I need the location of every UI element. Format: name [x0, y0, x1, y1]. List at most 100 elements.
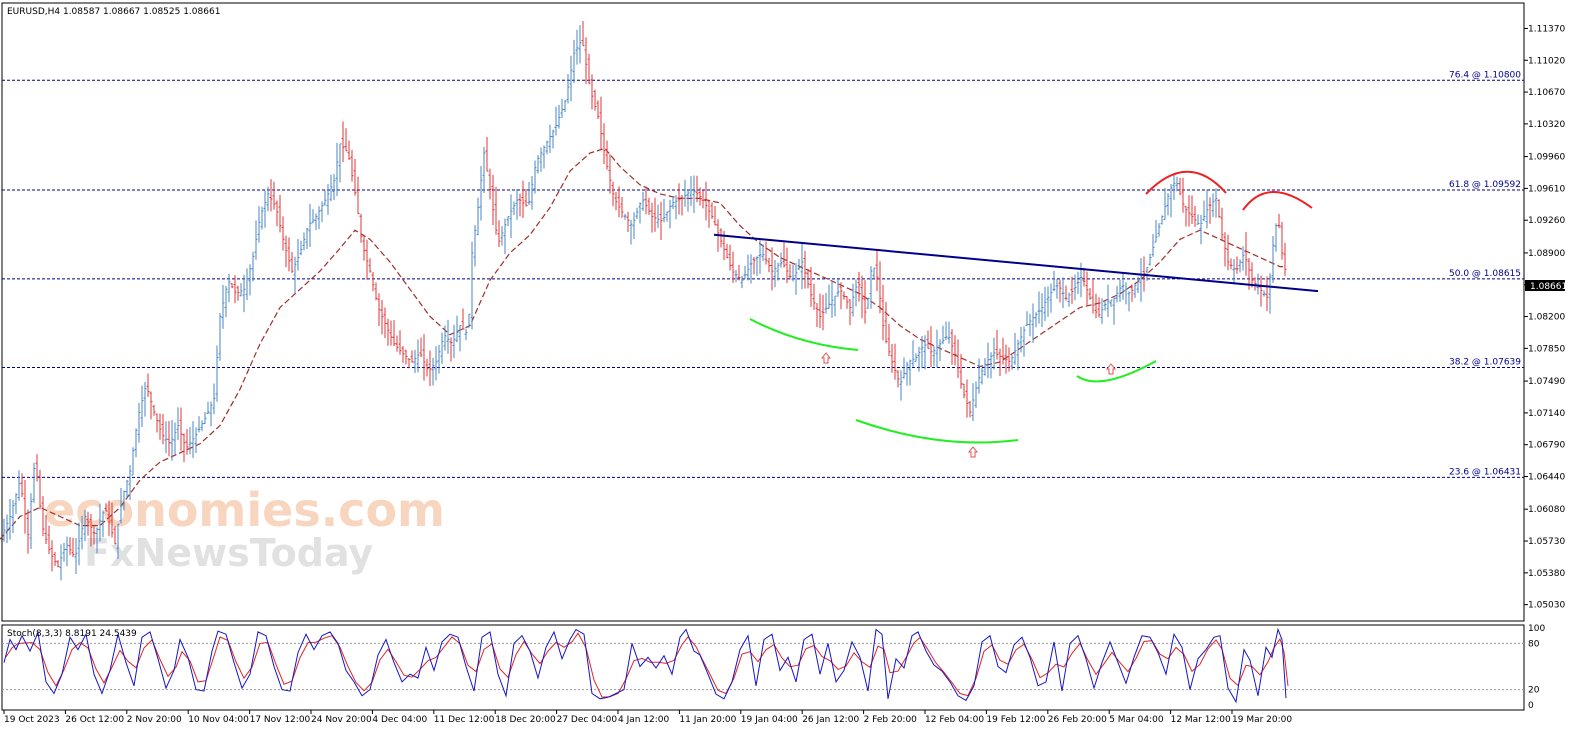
- bull-bar: [464, 328, 468, 341]
- bull-bar: [479, 166, 483, 221]
- bear-bar: [89, 514, 93, 547]
- price-tick-label: 1.08200: [1528, 313, 1565, 323]
- bear-bar: [284, 235, 288, 268]
- bear-bar: [278, 194, 282, 233]
- bull-bar: [917, 346, 921, 372]
- shoulder-curve: [749, 318, 859, 351]
- bear-bar: [377, 293, 381, 327]
- bull-bar: [779, 252, 783, 268]
- bear-bar: [488, 168, 492, 200]
- bull-bar: [170, 419, 174, 461]
- time-tick-label: 2 Nov 20:00: [127, 715, 182, 725]
- bull-bar: [983, 357, 987, 376]
- bear-bar: [875, 250, 879, 292]
- price-tick-label: 1.11020: [1528, 56, 1565, 66]
- bull-bar: [506, 216, 510, 227]
- stoch-main-line: [3, 627, 1287, 704]
- bear-bar: [356, 176, 360, 215]
- bull-bar: [1262, 290, 1266, 297]
- bear-bar: [1097, 297, 1101, 318]
- bull-bar: [77, 522, 81, 566]
- bull-bar: [131, 447, 135, 476]
- bear-bar: [998, 348, 1002, 376]
- time-tick-label: 24 Nov 20:00: [311, 715, 372, 725]
- bull-bar: [5, 514, 9, 544]
- bear-bar: [374, 282, 378, 301]
- bull-bar: [1274, 223, 1278, 252]
- bear-bar: [104, 503, 108, 512]
- bear-bar: [353, 158, 357, 196]
- bull-bar: [443, 325, 447, 351]
- bull-bar: [980, 367, 984, 385]
- bear-bar: [350, 149, 354, 182]
- bear-bar: [608, 154, 612, 194]
- bear-bar: [461, 308, 465, 330]
- bull-bar: [1106, 284, 1110, 318]
- bull-bar: [1172, 174, 1176, 201]
- bull-bar: [242, 274, 246, 313]
- bear-bar: [113, 525, 117, 545]
- bull-bar: [536, 155, 540, 174]
- bull-bar: [635, 207, 639, 220]
- bull-bar: [623, 213, 627, 220]
- bull-bar: [563, 99, 567, 113]
- price-tick-label: 1.09960: [1528, 153, 1565, 163]
- bear-bar: [1229, 258, 1233, 270]
- bear-bar: [815, 302, 819, 328]
- bear-bar: [269, 179, 273, 212]
- bull-bar: [1052, 270, 1056, 292]
- bull-bar: [119, 487, 123, 524]
- bull-bar: [977, 358, 981, 394]
- bull-bar: [137, 402, 141, 443]
- double-top-curve: [1242, 191, 1313, 211]
- bull-bar: [14, 493, 18, 514]
- bull-bar: [1040, 293, 1044, 327]
- bull-bar: [74, 537, 78, 575]
- bear-bar: [1130, 284, 1134, 302]
- bear-bar: [44, 515, 48, 544]
- bear-bar: [20, 473, 24, 498]
- bull-bar: [746, 254, 750, 281]
- bull-bar: [539, 147, 543, 172]
- bull-bar: [674, 195, 678, 220]
- bear-bar: [1280, 221, 1284, 260]
- bull-bar: [515, 189, 519, 220]
- time-tick-label: 5 Mar 04:00: [1109, 715, 1164, 725]
- bull-bar: [98, 503, 102, 542]
- bull-bar: [317, 206, 321, 230]
- bull-bar: [302, 232, 306, 251]
- bull-bar: [125, 479, 129, 499]
- bear-bar: [1226, 234, 1230, 271]
- bull-bar: [1103, 300, 1107, 311]
- bear-bar: [1208, 197, 1212, 224]
- bear-bar: [1085, 271, 1089, 307]
- bear-bar: [410, 350, 414, 363]
- bull-bar: [692, 175, 696, 214]
- fib-label: 61.8 @ 1.09592: [1449, 180, 1521, 190]
- bull-bar: [1160, 215, 1164, 225]
- bear-bar: [1001, 337, 1005, 365]
- bull-bar: [83, 510, 87, 542]
- bull-bar: [668, 199, 672, 229]
- bear-bar: [845, 295, 849, 309]
- bear-bar: [524, 189, 528, 207]
- bear-bar: [929, 326, 933, 367]
- bear-bar: [842, 291, 846, 300]
- bull-bar: [851, 283, 855, 317]
- time-tick-label: 11 Dec 12:00: [434, 715, 495, 725]
- bull-bar: [830, 281, 834, 318]
- bull-bar: [548, 124, 552, 154]
- bear-bar: [893, 343, 897, 380]
- bull-bar: [665, 211, 669, 222]
- time-tick-label: 19 Jan 04:00: [741, 715, 798, 725]
- bull-bar: [755, 256, 759, 276]
- bull-bar: [188, 427, 192, 455]
- bull-bar: [1037, 291, 1041, 324]
- bear-bar: [287, 237, 291, 272]
- bull-bar: [989, 352, 993, 379]
- price-axis: 1.11370 1.11020 1.10670 1.10320 1.09960 1.096…: [1524, 24, 1565, 611]
- bull-bar: [446, 319, 450, 354]
- bull-bar: [686, 189, 690, 212]
- bear-bar: [494, 186, 498, 235]
